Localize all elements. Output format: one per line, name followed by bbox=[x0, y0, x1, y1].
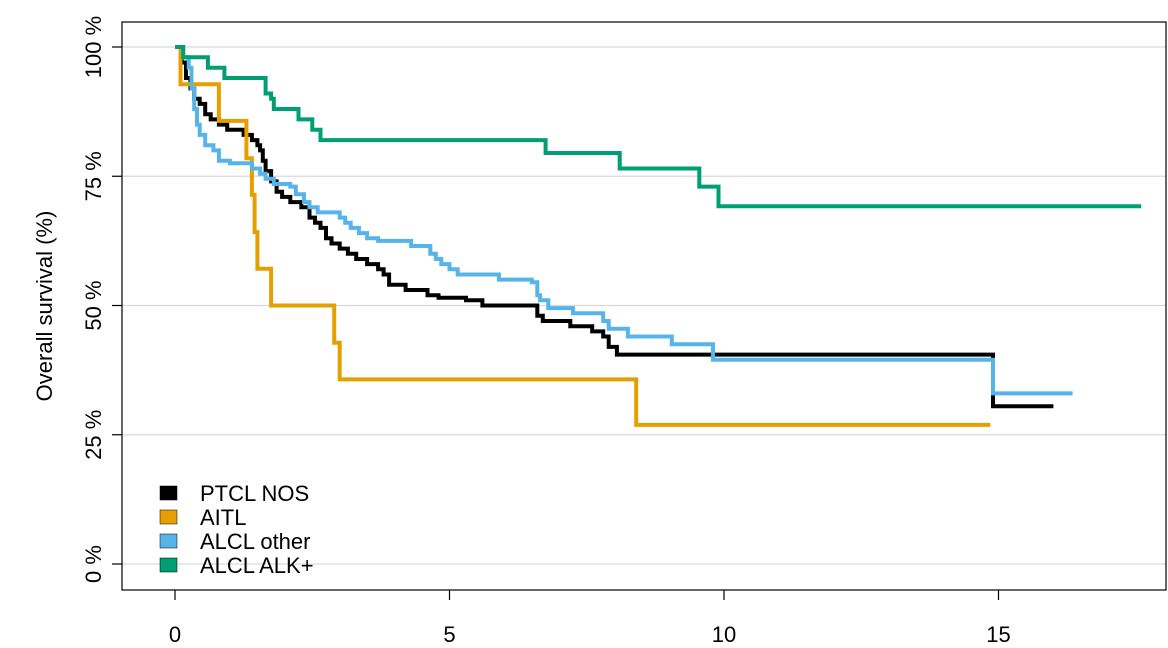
legend-label-ptcl-nos: PTCL NOS bbox=[200, 481, 309, 506]
legend-swatch-aitl bbox=[159, 509, 178, 525]
legend-swatch-alcl-alk- bbox=[159, 557, 178, 573]
legend-label-alcl-other: ALCL other bbox=[200, 529, 310, 554]
series-line-aitl bbox=[175, 45, 991, 427]
series-line-alcl-other bbox=[175, 45, 1073, 396]
series-line-alcl-alk- bbox=[175, 45, 1142, 209]
y-tick-label-4: 100 % bbox=[81, 16, 106, 78]
y-axis-title: Overall survival (%) bbox=[32, 211, 57, 402]
series-lines bbox=[175, 45, 1142, 427]
y-tick-label-2: 50 % bbox=[81, 280, 106, 330]
x-tick-label-3: 15 bbox=[986, 622, 1010, 647]
y-tick-label-0: 0 % bbox=[81, 545, 106, 583]
y-tick-label-3: 75 % bbox=[81, 151, 106, 201]
y-tick-label-1: 25 % bbox=[81, 410, 106, 460]
x-tick-label-1: 5 bbox=[443, 622, 455, 647]
legend-label-alcl-alk-: ALCL ALK+ bbox=[200, 553, 314, 578]
series-line-ptcl-nos bbox=[175, 45, 1054, 409]
legend-label-aitl: AITL bbox=[200, 505, 246, 530]
legend-swatch-alcl-other bbox=[159, 533, 178, 549]
x-tick-label-0: 0 bbox=[169, 622, 181, 647]
x-tick-label-2: 10 bbox=[712, 622, 736, 647]
legend-swatch-ptcl-nos bbox=[159, 485, 178, 501]
axes: 0 % 25 % 50 % 75 % 100 % 0 5 10 15 bbox=[81, 16, 1167, 647]
